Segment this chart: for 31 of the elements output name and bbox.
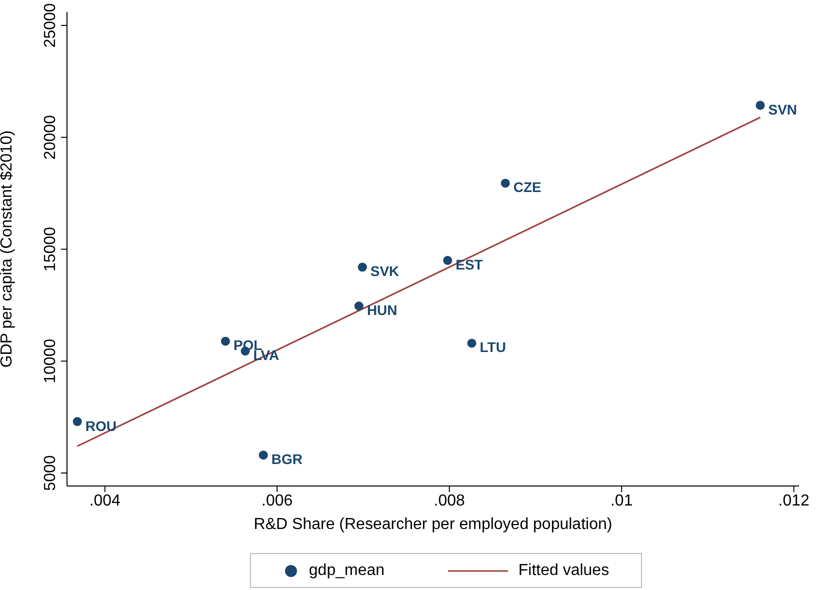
annotation: LTU xyxy=(480,339,506,356)
y-tick-label: 5000 xyxy=(42,455,59,491)
point xyxy=(467,338,476,348)
y-tick-label: 15000 xyxy=(42,226,59,272)
x-tick-label: .004 xyxy=(89,492,121,510)
legend-label: gdp_mean xyxy=(308,562,385,580)
x-axis-title: R&D Share (Researcher per employed population) xyxy=(252,516,614,534)
annotation: BGR xyxy=(271,451,302,468)
annotation: ROU xyxy=(85,418,116,434)
point xyxy=(258,450,268,460)
annotation: EST xyxy=(456,256,484,272)
annotation: SVN xyxy=(768,101,798,118)
point xyxy=(72,417,82,426)
point xyxy=(354,302,364,311)
annotation: SVK xyxy=(370,263,400,280)
point xyxy=(220,336,230,346)
point xyxy=(443,256,452,265)
point xyxy=(500,178,510,188)
x-tick-label: .012 xyxy=(778,492,810,510)
annotation: HUN xyxy=(366,302,398,318)
point xyxy=(358,262,367,272)
point xyxy=(756,100,765,110)
x-tick-label: .008 xyxy=(434,492,466,510)
y-tick-label: 25000 xyxy=(42,3,59,48)
x-tick-label: .006 xyxy=(262,492,293,510)
annotation: CZE xyxy=(513,179,542,196)
y-tick-label: 10000 xyxy=(42,338,59,384)
y-tick-label: 20000 xyxy=(42,114,59,160)
x-tick-label: .01 xyxy=(610,492,633,510)
legend-label: Fitted values xyxy=(518,562,610,580)
y-axis-title: GDP per capita (Constant $2010) xyxy=(0,130,16,368)
